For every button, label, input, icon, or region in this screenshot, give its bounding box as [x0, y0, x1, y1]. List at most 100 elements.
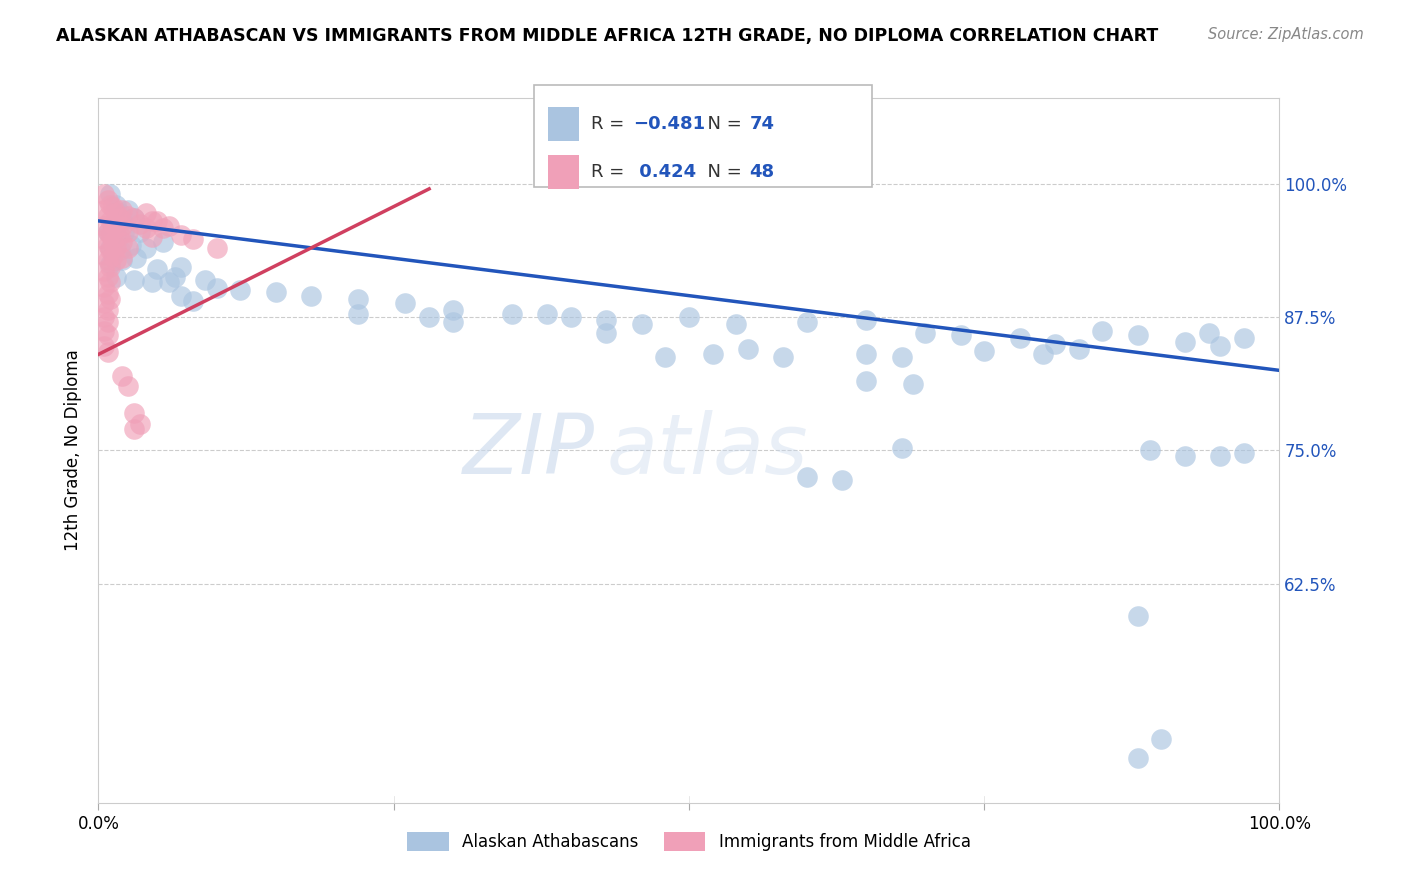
Point — [146, 214, 169, 228]
Text: ALASKAN ATHABASCAN VS IMMIGRANTS FROM MIDDLE AFRICA 12TH GRADE, NO DIPLOMA CORRE: ALASKAN ATHABASCAN VS IMMIGRANTS FROM MI… — [56, 27, 1159, 45]
Point — [108, 243, 131, 257]
Text: R =: R = — [591, 163, 630, 181]
Point — [111, 253, 134, 268]
Point — [111, 214, 134, 228]
Point — [1233, 331, 1256, 345]
Point — [105, 198, 128, 212]
Point — [122, 422, 145, 436]
Point — [93, 339, 115, 353]
Point — [98, 243, 121, 257]
Point — [903, 377, 925, 392]
Point — [146, 262, 169, 277]
Point — [914, 326, 936, 340]
Point — [122, 211, 145, 225]
Point — [949, 328, 972, 343]
Point — [101, 235, 124, 250]
Text: 74: 74 — [749, 115, 775, 133]
Point — [595, 313, 617, 327]
Point — [165, 270, 187, 285]
Text: ZIP: ZIP — [463, 410, 595, 491]
Point — [135, 241, 157, 255]
Point — [157, 219, 180, 234]
Point — [98, 241, 121, 255]
Text: atlas: atlas — [606, 410, 808, 491]
Point — [702, 347, 724, 361]
Point — [122, 211, 145, 225]
Point — [772, 350, 794, 364]
Point — [97, 345, 120, 359]
Point — [117, 241, 139, 255]
Point — [93, 310, 115, 324]
Point — [93, 232, 115, 246]
Point — [654, 350, 676, 364]
Point — [98, 275, 121, 289]
Point — [105, 221, 128, 235]
Point — [97, 302, 120, 317]
Point — [1233, 445, 1256, 459]
Point — [831, 474, 853, 488]
Point — [855, 347, 877, 361]
Point — [1209, 449, 1232, 463]
Point — [122, 406, 145, 420]
Point — [1198, 326, 1220, 340]
Point — [229, 283, 252, 297]
Point — [98, 198, 121, 212]
Point — [141, 214, 163, 228]
Point — [98, 227, 121, 242]
Text: 0.424: 0.424 — [633, 163, 696, 181]
Point — [105, 270, 128, 285]
Point — [97, 209, 120, 223]
Point — [855, 374, 877, 388]
Point — [678, 310, 700, 324]
Point — [93, 264, 115, 278]
Text: R =: R = — [591, 115, 630, 133]
Point — [128, 217, 150, 231]
Point — [93, 280, 115, 294]
Point — [117, 225, 139, 239]
Point — [501, 307, 523, 321]
Point — [97, 315, 120, 329]
Point — [1032, 347, 1054, 361]
Point — [205, 241, 228, 255]
Point — [97, 238, 120, 252]
Point — [630, 318, 652, 332]
Point — [1126, 328, 1149, 343]
Point — [128, 225, 150, 239]
Point — [97, 286, 120, 301]
Text: −0.481: −0.481 — [633, 115, 704, 133]
Point — [101, 200, 124, 214]
Point — [157, 275, 180, 289]
Point — [725, 318, 748, 332]
Legend: Alaskan Athabascans, Immigrants from Middle Africa: Alaskan Athabascans, Immigrants from Mid… — [401, 825, 977, 858]
Point — [117, 379, 139, 393]
Point — [101, 217, 124, 231]
Text: 48: 48 — [749, 163, 775, 181]
Point — [135, 206, 157, 220]
Point — [1091, 324, 1114, 338]
Y-axis label: 12th Grade, No Diploma: 12th Grade, No Diploma — [65, 350, 83, 551]
Point — [121, 238, 143, 252]
Point — [98, 187, 121, 202]
Point — [135, 221, 157, 235]
Point — [105, 253, 128, 268]
Point — [97, 253, 120, 268]
Point — [128, 417, 150, 431]
Point — [108, 227, 131, 242]
Point — [170, 260, 193, 274]
Point — [560, 310, 582, 324]
Point — [1150, 731, 1173, 746]
Point — [1126, 609, 1149, 624]
Point — [1209, 339, 1232, 353]
Point — [111, 235, 134, 250]
Point — [141, 275, 163, 289]
Point — [101, 249, 124, 263]
Point — [1174, 334, 1197, 349]
Point — [105, 206, 128, 220]
Point — [98, 260, 121, 274]
Point — [101, 219, 124, 234]
Point — [111, 219, 134, 234]
Point — [194, 272, 217, 286]
Point — [93, 296, 115, 310]
Point — [595, 326, 617, 340]
Point — [1174, 449, 1197, 463]
